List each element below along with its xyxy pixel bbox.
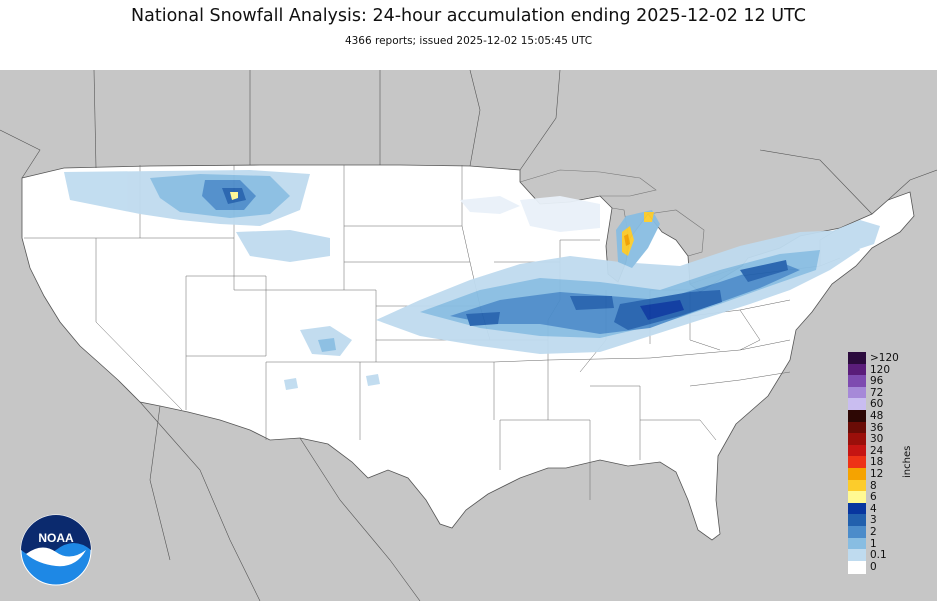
snow-northeast [820,220,880,252]
legend-row: 8 [848,479,908,493]
legend-row: 0 [848,560,908,574]
legend-row: 18 [848,456,908,470]
legend-label: 12 [870,468,884,480]
legend-row: 12 [848,468,908,481]
legend-row: 30 [848,433,908,447]
legend-swatch [848,491,866,505]
legend-swatch [848,526,866,539]
country-borders [0,69,937,602]
snow-michigan-max [624,234,630,246]
legend-label: 0 [870,560,877,573]
snow-colorado-core [318,338,336,352]
legend-units-label: inches [902,445,913,478]
legend-swatch [848,433,866,447]
legend-swatch [848,398,866,412]
legend-label: 72 [870,386,884,399]
snow-midwest-heavy [450,262,800,334]
legend-swatch [848,549,866,563]
legend-label: 30 [870,433,884,446]
legend-swatch [848,479,866,493]
legend-swatch [848,421,866,435]
page-subtitle: 4366 reports; issued 2025-12-02 15:05:45… [344,35,593,47]
snowfall-shading [64,170,880,390]
snow-montana-max [230,192,238,200]
legend-row: 6 [848,491,908,505]
legend-row: 120 [848,363,908,377]
legend-swatch [848,363,866,377]
legend-row: 3 [848,514,908,528]
legend-swatch [848,502,866,516]
noaa-logo-text: NOAA [38,531,74,545]
legend-label: 120 [870,363,891,376]
snow-midwest-core [466,260,788,330]
legend-label: 4 [870,502,877,515]
legend-row: 2 [848,526,908,539]
legend-row: 60 [848,398,908,412]
snow-nm-spots [284,374,380,390]
legend-swatch [848,537,866,551]
snowfall-map [0,69,937,602]
legend-label: 96 [870,375,884,388]
legend-row: 96 [848,375,908,389]
legend-swatch [848,386,866,400]
legend-swatch [848,410,866,423]
legend-label: 48 [870,410,884,422]
legend-label: 36 [870,421,884,434]
legend-swatch [848,468,866,481]
legend-row: 0.1 [848,549,908,563]
legend-row: 4 [848,502,908,516]
snow-midwest-peak [640,300,684,320]
legend-swatch [848,444,866,458]
legend-label: 24 [870,444,884,457]
legend-label: 1 [870,537,877,550]
legend-swatch [848,352,866,365]
legend-label: 18 [870,456,884,469]
legend-row: 1 [848,537,908,551]
legend-row: 48 [848,410,908,423]
legend-row: 36 [848,421,908,435]
legend-label: 2 [870,526,877,538]
snow-upper-midwest [520,196,600,232]
legend-label: 8 [870,479,877,492]
legend-row: 72 [848,386,908,400]
legend-label: 3 [870,514,877,527]
page-title: National Snowfall Analysis: 24-hour accu… [131,6,806,26]
legend-label: 0.1 [870,549,887,562]
legend-row: >120 [848,352,908,365]
legend-swatch [848,514,866,528]
snow-dakota [460,196,520,214]
legend-row: 24 [848,444,908,458]
legend-label: 60 [870,398,884,411]
legend-swatch [848,456,866,470]
noaa-logo-icon: NOAA [20,514,92,586]
legend-swatch [848,560,866,574]
snow-michigan-heavy [622,212,654,256]
legend-label: 6 [870,491,877,504]
legend-label: >120 [870,352,899,364]
legend-swatch [848,375,866,389]
snow-wyoming [236,230,330,262]
